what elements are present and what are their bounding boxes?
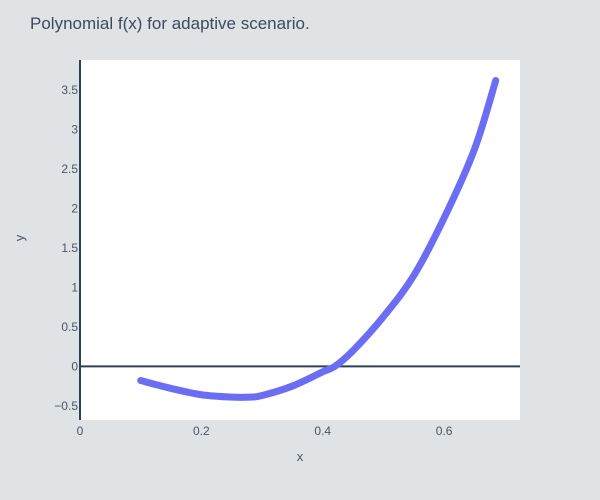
x-axis-ticks: 0 0.2 0.4 0.6 xyxy=(77,424,453,438)
y-axis-label: y xyxy=(12,234,27,241)
x-tick-label: 0.2 xyxy=(193,424,210,438)
plot-area xyxy=(80,60,520,420)
series-line xyxy=(137,77,500,401)
x-tick-label: 0.4 xyxy=(314,424,331,438)
y-tick-label: 3 xyxy=(71,122,78,136)
y-tick-label: 0 xyxy=(71,359,78,373)
y-tick-label: 3.5 xyxy=(61,83,78,97)
y-tick-label: −0.5 xyxy=(54,399,78,413)
x-tick-label: 0 xyxy=(77,424,84,438)
y-tick-label: 2 xyxy=(71,201,78,215)
y-tick-label: 1 xyxy=(71,280,78,294)
chart-title: Polynomial f(x) for adaptive scenario. xyxy=(30,14,310,33)
y-tick-label: 1.5 xyxy=(61,241,78,255)
y-axis-ticks: −0.5 0 0.5 1 1.5 2 2.5 3 3.5 xyxy=(54,83,78,413)
x-axis-label: x xyxy=(297,449,304,464)
y-tick-label: 0.5 xyxy=(61,320,78,334)
x-tick-label: 0.6 xyxy=(436,424,453,438)
y-tick-label: 2.5 xyxy=(61,162,78,176)
